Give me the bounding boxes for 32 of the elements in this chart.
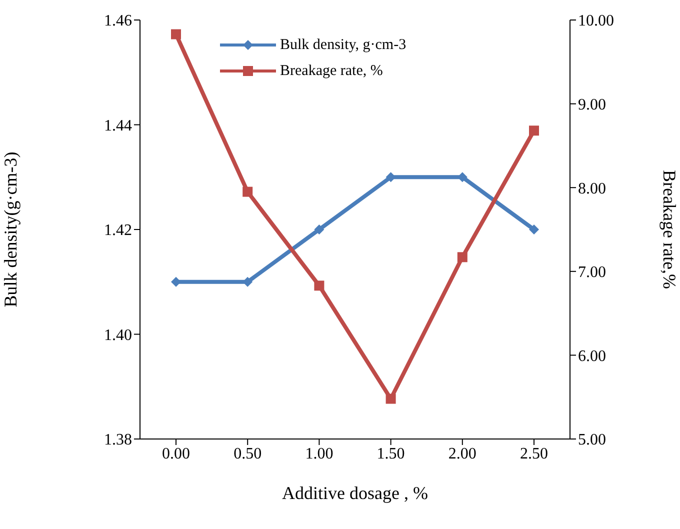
y2-tick-label: 8.00: [578, 180, 606, 198]
legend-label: Breakage rate, %: [280, 62, 383, 80]
y-tick-label: 1.42: [104, 222, 132, 240]
x-tick-label: 1.00: [305, 445, 334, 462]
y2-axis-title: Breakage rate,%: [660, 170, 680, 289]
y2-tick-label: 10.00: [578, 12, 614, 30]
y2-tick-label: 5.00: [578, 432, 606, 449]
point: [529, 224, 539, 234]
y2-tick-label: 6.00: [578, 348, 606, 365]
y-tick-label: 1.44: [104, 117, 132, 134]
x-axis-title: Additive dosage , %: [282, 483, 428, 503]
point: [529, 126, 539, 136]
y-axis-title: Bulk density(g·cm-3): [0, 152, 20, 308]
point: [171, 276, 181, 287]
y-tick-label: 1.46: [104, 12, 132, 30]
y-tick-label: 1.40: [104, 326, 132, 344]
point: [242, 186, 253, 197]
x-tick-label: 0.00: [162, 445, 190, 462]
point: [314, 280, 324, 291]
point: [171, 29, 181, 40]
x-tick-label: 0.50: [234, 445, 262, 462]
legend-label: Bulk density, g·cm-3: [280, 36, 406, 54]
point: [314, 224, 324, 234]
y2-tick-label: 7.00: [578, 264, 606, 282]
x-tick-label: 1.50: [376, 445, 405, 462]
y2-tick-label: 9.00: [578, 96, 606, 114]
x-tick-label: 2.50: [520, 445, 548, 462]
point: [457, 252, 468, 262]
point: [242, 276, 253, 287]
y-tick-label: 1.38: [104, 432, 132, 449]
x-tick-label: 2.00: [448, 445, 476, 462]
point: [386, 394, 396, 404]
